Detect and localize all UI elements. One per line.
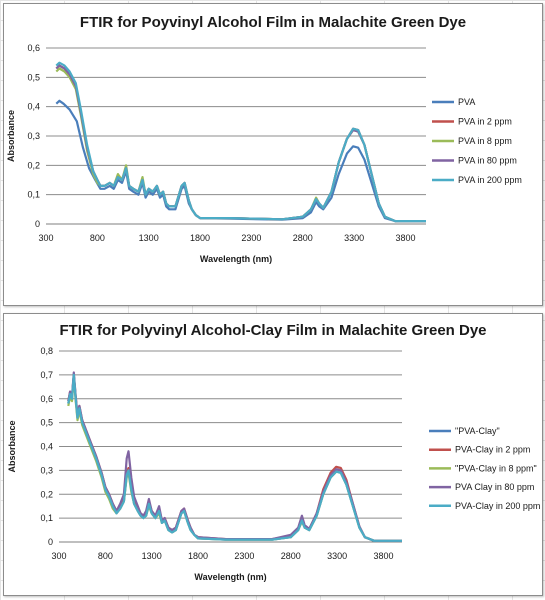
y-tick-label: 0,5 [27,72,40,82]
series-group [55,61,426,223]
legend-label: PVA in 8 ppm [458,136,512,146]
x-tick-label: 2300 [241,233,261,243]
series-line [55,61,426,223]
x-tick-label: 3800 [395,233,415,243]
x-tick-label: 2800 [281,551,301,561]
x-tick-label: 300 [51,551,66,561]
legend-label: PVA-Clay in 2 ppm [455,445,530,455]
x-tick-label: 2300 [234,551,254,561]
chart-svg-pva-clay: FTIR for Polyvinyl Alcohol-Clay Film in … [7,322,540,582]
x-axis-title: Wavelength (nm) [194,572,266,582]
series-group [67,371,402,542]
y-tick-label: 0,2 [27,160,40,170]
y-tick-group: 0 0,1 0,2 0,3 0,4 0,5 0,6 0,7 0,8 [40,346,53,547]
x-tick-group: 300 800 1300 1800 2300 2800 3300 3800 [51,551,393,561]
y-axis-title: Absorbance [6,110,16,162]
y-tick-label: 0,3 [27,131,40,141]
series-line [55,64,426,223]
x-tick-label: 1800 [190,233,210,243]
series-line [67,373,402,542]
y-tick-label: 0,7 [40,370,53,380]
y-tick-label: 0,2 [40,489,53,499]
x-tick-label: 3300 [344,233,364,243]
x-tick-label: 1300 [142,551,162,561]
x-tick-label: 2800 [293,233,313,243]
series-line [55,64,426,223]
x-tick-label: 3300 [327,551,347,561]
legend-label: PVA in 200 ppm [458,175,522,185]
y-tick-label: 0,4 [40,442,53,452]
x-axis-title: Wavelength (nm) [200,254,272,264]
series-line [55,67,426,223]
legend-label: PVA Clay in 80 ppm [455,482,534,492]
chart-svg-pva: FTIR for Poyvinyl Alcohol Film in Malach… [6,14,522,264]
legend: PVA PVA in 2 ppm PVA in 8 ppm PVA in 80 ppm… [432,97,522,185]
y-tick-label: 0,3 [40,465,53,475]
y-tick-label: 0,6 [40,394,53,404]
series-line [55,99,426,223]
y-tick-label: 0,1 [27,190,40,200]
x-tick-label: 3800 [373,551,393,561]
series-line [67,373,402,542]
chart-title: FTIR for Polyvinyl Alcohol-Clay Film in … [59,322,486,339]
x-tick-label: 800 [98,551,113,561]
y-tick-label: 0,8 [40,346,53,356]
legend: "PVA-Clay" PVA-Clay in 2 ppm "PVA-Clay in … [429,426,540,511]
y-tick-label: 0,6 [27,43,40,53]
legend-label: PVA in 2 ppm [458,117,512,127]
y-tick-group: 0 0,1 0,2 0,3 0,4 0,5 0,6 [27,43,40,229]
chart-panel-pva[interactable]: FTIR for Poyvinyl Alcohol Film in Malach… [3,3,543,306]
y-tick-label: 0,1 [40,513,53,523]
chart-title: FTIR for Poyvinyl Alcohol Film in Malach… [80,14,466,31]
y-axis-title: Absorbance [7,420,17,472]
x-tick-label: 800 [90,233,105,243]
legend-label: PVA-Clay in 200 ppm [455,501,540,511]
grid-group [59,350,402,519]
y-tick-label: 0 [48,537,53,547]
chart-panel-pva-clay[interactable]: FTIR for Polyvinyl Alcohol-Clay Film in … [3,313,543,596]
legend-label: PVA [458,97,475,107]
y-tick-label: 0,4 [27,102,40,112]
series-line [67,376,402,542]
x-tick-group: 300 800 1300 1800 2300 2800 3300 3800 [38,233,415,243]
x-tick-label: 300 [38,233,53,243]
series-line [67,373,402,542]
series-line [67,371,402,542]
y-tick-label: 0 [35,219,40,229]
legend-label: "PVA-Clay" [455,426,500,436]
y-tick-label: 0,5 [40,418,53,428]
legend-label: "PVA-Clay in 8 ppm" [455,463,537,473]
x-tick-label: 1300 [139,233,159,243]
x-tick-label: 1800 [188,551,208,561]
legend-label: PVA in 80 ppm [458,156,517,166]
grid-group [46,47,426,196]
